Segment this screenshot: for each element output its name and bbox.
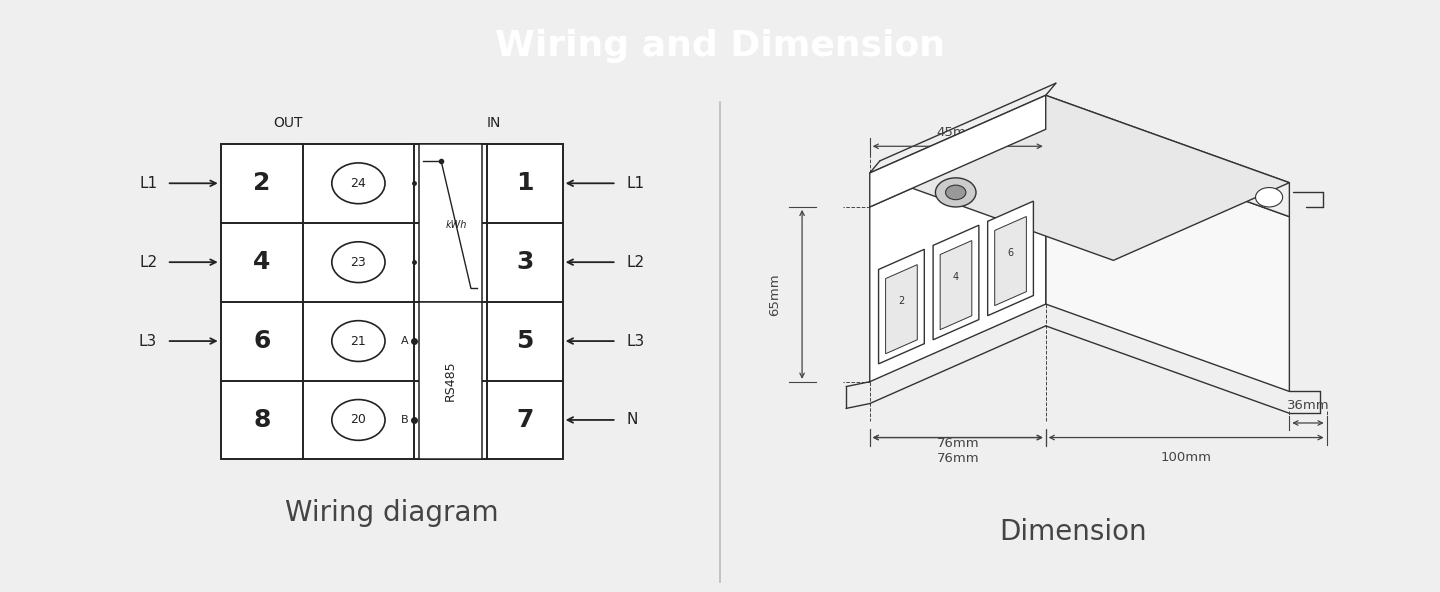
Text: L2: L2 [140,255,157,270]
Text: OUT: OUT [274,116,302,130]
Polygon shape [995,217,1027,305]
Circle shape [936,178,976,207]
Text: L2: L2 [626,255,644,270]
Text: 2: 2 [253,171,271,195]
Text: kWh: kWh [446,220,468,230]
Circle shape [331,321,384,362]
Text: 5: 5 [516,329,533,353]
Text: 45mm: 45mm [936,126,979,139]
Text: N: N [626,413,638,427]
Text: 8: 8 [253,408,271,432]
Polygon shape [940,240,972,330]
Text: RS485: RS485 [444,360,456,401]
Text: 6: 6 [253,329,271,353]
Text: Wiring and Dimension: Wiring and Dimension [495,29,945,63]
Text: 24: 24 [350,177,366,190]
Text: 23: 23 [350,256,366,269]
Text: 4: 4 [953,272,959,282]
Text: L3: L3 [626,333,644,349]
Text: 20: 20 [350,413,366,426]
Circle shape [331,163,384,204]
Text: IN: IN [487,116,501,130]
Text: 2: 2 [899,297,904,306]
Text: 1: 1 [516,171,533,195]
Text: L1: L1 [626,176,644,191]
Text: 36mm: 36mm [1287,400,1329,412]
Text: A: A [402,336,409,346]
Polygon shape [933,225,979,340]
Bar [419,302,481,459]
Text: 65mm: 65mm [769,273,782,316]
Text: L1: L1 [140,176,157,191]
Circle shape [331,242,384,282]
Text: 3: 3 [516,250,533,274]
Text: Wiring diagram: Wiring diagram [285,499,498,527]
Polygon shape [870,129,1045,382]
Polygon shape [988,201,1034,316]
Circle shape [946,185,966,200]
Text: 4: 4 [253,250,271,274]
Polygon shape [1045,95,1289,217]
Text: 7: 7 [516,408,533,432]
Circle shape [1256,188,1283,207]
Polygon shape [1045,129,1289,391]
Text: L3: L3 [140,333,157,349]
Polygon shape [870,95,1289,260]
Circle shape [331,400,384,440]
Polygon shape [878,249,924,364]
Text: B: B [402,415,409,425]
Text: 100mm: 100mm [1161,451,1211,464]
Text: 76mm: 76mm [936,452,979,465]
Text: 21: 21 [350,334,366,348]
Bar [419,144,481,302]
Text: Dimension: Dimension [999,518,1146,546]
Text: 6: 6 [1008,248,1014,258]
Polygon shape [870,95,1045,207]
Bar [220,144,563,459]
Text: 76mm: 76mm [936,437,979,450]
Polygon shape [886,265,917,354]
